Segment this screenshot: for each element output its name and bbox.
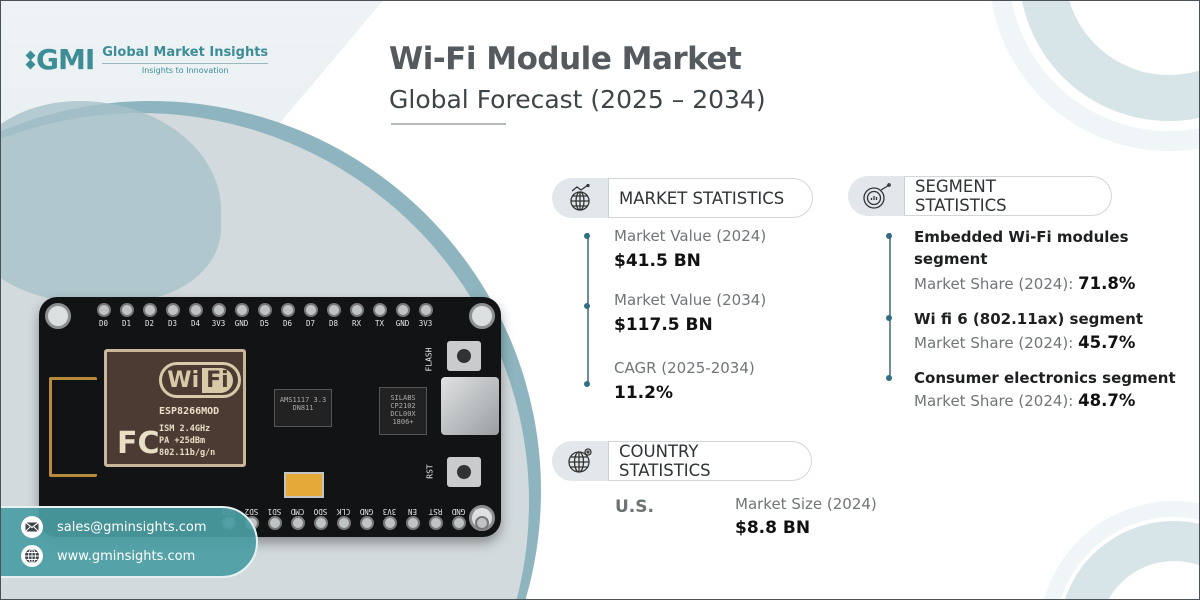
stat-label: Market Size (2024) (735, 495, 877, 513)
envelope-icon (21, 516, 43, 538)
timeline-line (889, 233, 891, 379)
pcb-antenna (49, 377, 97, 477)
capacitor (284, 472, 324, 498)
stat-value: 11.2% (614, 383, 673, 403)
timeline-dot (886, 315, 892, 321)
timeline-dot (584, 233, 590, 239)
top-pin-header: D0 D1 D2 D3 D4 3V3 GND D5 D6 D7 D8 RX TX… (94, 303, 435, 328)
stat-value: $8.8 BN (735, 518, 811, 538)
logo-mark: GMI (25, 43, 95, 76)
segment-share: Market Share (2024): 48.7% (914, 391, 1136, 410)
segment-share: Market Share (2024): 71.8% (914, 274, 1136, 293)
country-name: U.S. (615, 497, 654, 517)
page-subtitle: Global Forecast (2025 – 2034) (389, 85, 766, 114)
globe-chart-icon (552, 178, 608, 218)
section-title: MARKET STATISTICS (608, 178, 813, 218)
mount-hole (45, 303, 71, 329)
timeline-dot (584, 381, 590, 387)
globe-icon (21, 545, 43, 567)
timeline-dot (584, 303, 590, 309)
mount-hole (469, 303, 495, 329)
wifi-module: Wi Fi ESP8266MOD FC ISM 2.4GHz PA +25dBm … (104, 349, 246, 467)
stat-value: $117.5 BN (614, 315, 713, 335)
country-statistics-header: COUNTRY STATISTICS (552, 441, 812, 481)
brand-tagline: Insights to Innovation (141, 65, 229, 75)
usb-uart-chip: SILABS CP2102 DCL00X 1806+ (379, 387, 427, 435)
segment-name: Wi fi 6 (802.11ax) segment (914, 310, 1144, 328)
timeline-dot (886, 233, 892, 239)
target-chart-icon (848, 176, 904, 216)
regulator-chip: AMS1117 3.3 DN811 (274, 389, 332, 427)
email-link[interactable]: sales@gminsights.com (57, 519, 207, 535)
segment-name: Consumer electronics segment (914, 369, 1176, 387)
brand-logo: GMI Global Market Insights Insights to I… (25, 43, 269, 76)
globe-pin-icon (552, 441, 608, 481)
logo-diamond-icon (25, 50, 36, 69)
flash-button-icon (447, 341, 481, 371)
brand-name: Global Market Insights (102, 45, 269, 64)
market-statistics-header: MARKET STATISTICS (552, 178, 813, 218)
section-title: COUNTRY STATISTICS (608, 441, 812, 481)
website-link[interactable]: www.gminsights.com (57, 548, 196, 564)
wifi-logo-icon: Wi Fi (159, 362, 241, 398)
esp8266-board-image: D0 D1 D2 D3 D4 3V3 GND D5 D6 D7 D8 RX TX… (39, 297, 501, 537)
segment-name: Embedded Wi-Fi modules segment (914, 228, 1129, 268)
segment-statistics-header: SEGMENT STATISTICS (848, 176, 1112, 216)
reset-button-icon (447, 457, 481, 487)
segment-share: Market Share (2024): 45.7% (914, 333, 1136, 352)
logo-letters: GMI (36, 43, 95, 76)
fcc-mark-icon: FC (117, 426, 160, 461)
stat-label: CAGR (2025-2034) (614, 359, 755, 377)
stat-value: $41.5 BN (614, 251, 701, 271)
section-title: SEGMENT STATISTICS (904, 176, 1112, 216)
micro-usb-port (441, 377, 499, 435)
timeline-dot (886, 375, 892, 381)
page-title: Wi-Fi Module Market (389, 41, 742, 77)
stat-label: Market Value (2024) (614, 227, 767, 245)
title-divider (391, 123, 506, 125)
contact-panel: sales@gminsights.com www.gminsights.com (1, 506, 258, 578)
stat-label: Market Value (2034) (614, 291, 767, 309)
bottom-pin-header: SD3 SD2 SD1 CMD SDO CLK GND 3V3 EN RST G… (219, 505, 491, 530)
